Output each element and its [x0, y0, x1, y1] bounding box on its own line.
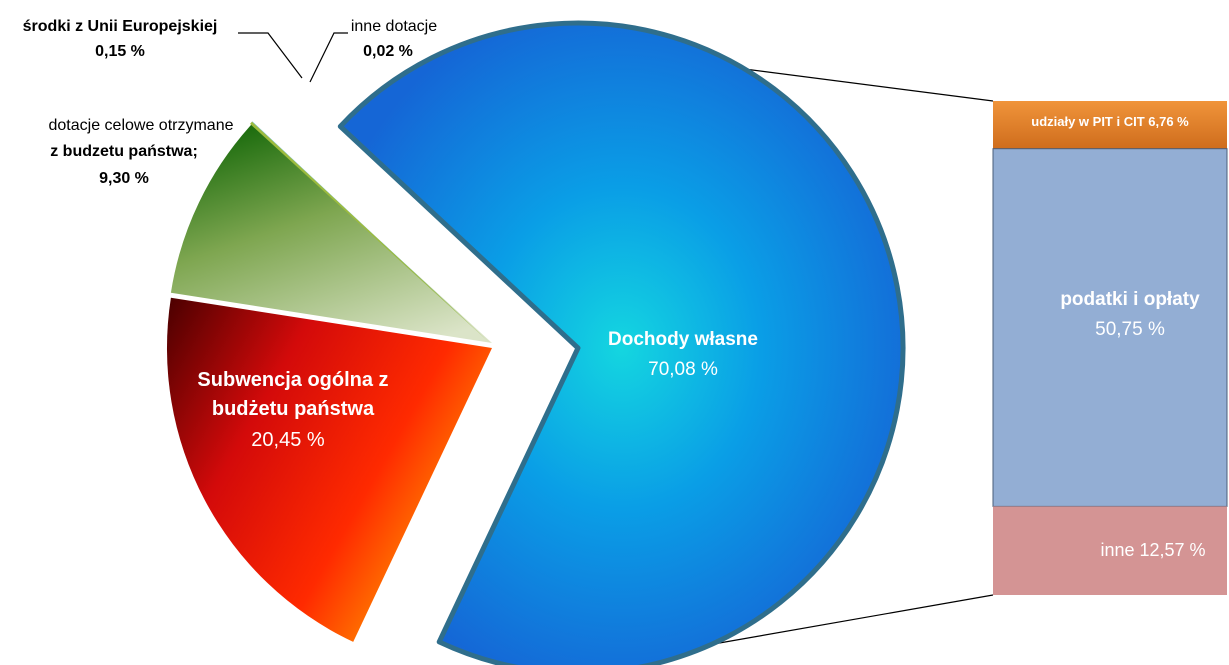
label-subwencja-name-1: Subwencja ogólna z — [197, 369, 388, 391]
label-dotacje-celowe-name-2: z budzetu państwa; — [50, 143, 198, 160]
label-bar-segment-2-name: podatki i opłaty — [1060, 289, 1200, 310]
chart-labels: Dochody własne 70,08 % Subwencja ogólna z b… — [23, 18, 1206, 560]
bar-segment-1 — [993, 101, 1227, 149]
label-subwencja-value: 20,45 % — [251, 429, 325, 451]
label-bar-segment-1: udziały w PIT i CIT 6,76 % — [1031, 114, 1189, 129]
bar-segment-2 — [992, 148, 1228, 507]
leader-line-eu — [238, 32, 303, 79]
pie-slice-dochody — [337, 20, 906, 665]
label-dotacje-celowe-name-1: dotacje celowe otrzymane — [49, 117, 234, 134]
label-ue-value: 0,15 % — [95, 43, 145, 60]
pie-slice-subwencja — [166, 297, 492, 642]
leader-line-other-grants — [309, 32, 348, 83]
label-subwencja-name-2: budżetu państwa — [212, 398, 375, 420]
pie-slice-dotacje-celowe — [170, 123, 492, 344]
label-inne-dotacje-value: 0,02 % — [363, 43, 413, 60]
label-dotacje-celowe-value: 9,30 % — [99, 170, 149, 187]
stacked-bar — [992, 101, 1228, 595]
label-dochody-name: Dochody własne — [608, 329, 758, 350]
label-ue-name: środki z Unii Europejskiej — [23, 18, 218, 35]
connector-bottom — [667, 594, 994, 653]
label-bar-segment-3: inne 12,57 % — [1100, 540, 1205, 560]
pie-slice-inne-dotacje — [252, 121, 490, 344]
label-dochody-value: 70,08 % — [648, 359, 718, 380]
label-inne-dotacje-name: inne dotacje — [351, 18, 437, 35]
label-bar-segment-2-value: 50,75 % — [1095, 319, 1165, 340]
bar-segment-3 — [993, 506, 1227, 595]
pie-chart — [166, 20, 906, 665]
pie-slice-ue — [250, 121, 490, 343]
